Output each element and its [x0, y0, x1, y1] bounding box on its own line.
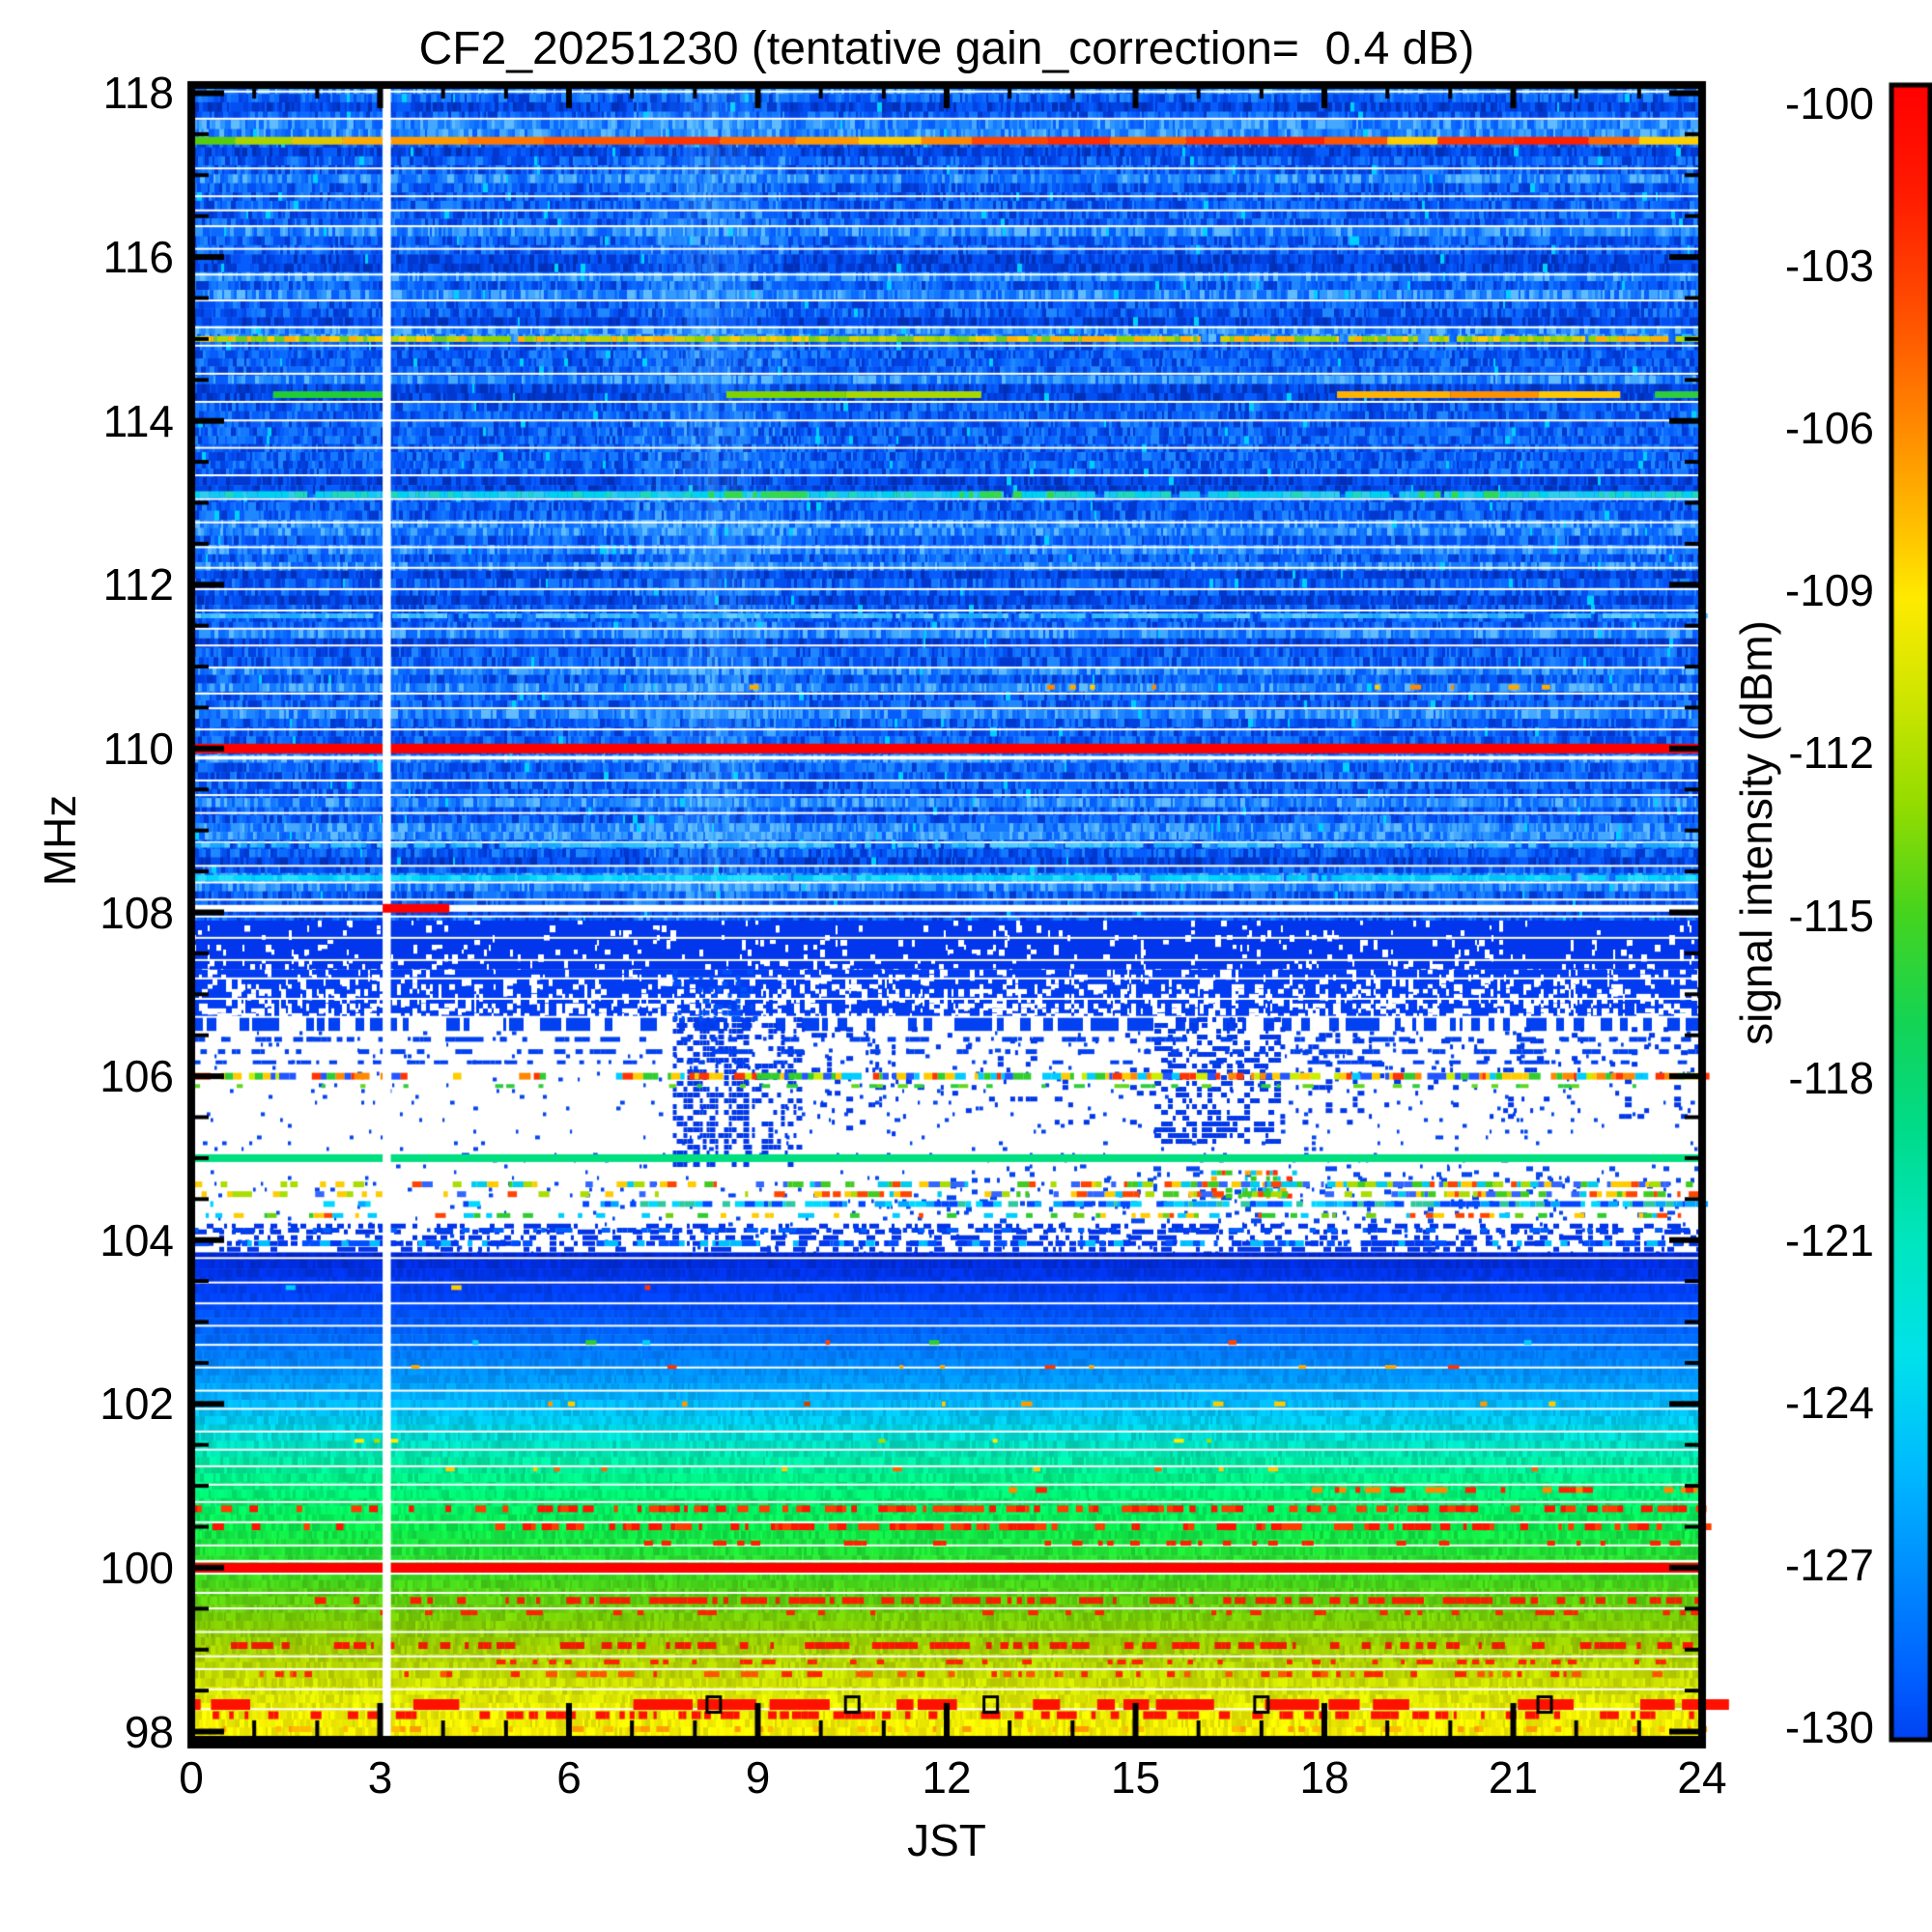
x-tick-label: 15 [1110, 1752, 1161, 1803]
colorbar-tick-label: -100 [1784, 78, 1874, 128]
y-tick-label: 110 [102, 723, 174, 774]
x-tick-label: 9 [745, 1752, 771, 1803]
colorbar-tick-label: -106 [1784, 403, 1874, 454]
colorbar-tick-label: -112 [1788, 727, 1874, 779]
x-tick-label: 24 [1677, 1752, 1727, 1803]
colorbar-tick-label: -118 [1788, 1052, 1874, 1103]
y-tick-label: 116 [102, 232, 174, 283]
x-tick-label: 12 [922, 1752, 972, 1803]
y-axis-label: MHz [35, 794, 85, 887]
x-tick-label: 6 [556, 1752, 582, 1803]
x-tick-label: 18 [1299, 1752, 1350, 1803]
colorbar-tick-label: -130 [1784, 1702, 1874, 1752]
colorbar-tick-label: -124 [1784, 1377, 1874, 1428]
colorbar-label: signal intensity (dBm) [1731, 620, 1781, 1045]
y-tick-label: 118 [102, 68, 174, 119]
y-tick-label: 106 [99, 1051, 174, 1102]
y-tick-label: 108 [99, 887, 174, 938]
y-tick-label: 114 [102, 395, 174, 446]
chart-title: CF2_20251230 (tentative gain_correction=… [418, 23, 1475, 74]
colorbar-tick-label: -127 [1784, 1539, 1874, 1590]
colorbar-tick-label: -121 [1784, 1214, 1874, 1265]
y-tick-label: 98 [124, 1706, 174, 1757]
x-tick-label: 3 [367, 1752, 393, 1803]
y-tick-label: 104 [99, 1214, 174, 1265]
x-axis-label: JST [907, 1815, 986, 1865]
y-tick-label: 100 [99, 1542, 174, 1593]
y-tick-label: 112 [102, 559, 174, 611]
colorbar-tick-label: -115 [1788, 890, 1874, 941]
x-tick-label: 21 [1488, 1752, 1539, 1803]
x-tick-label: 0 [179, 1752, 204, 1803]
colorbar-tick-label: -103 [1784, 241, 1874, 292]
y-tick-label: 102 [99, 1378, 174, 1430]
colorbar-tick-label: -109 [1784, 565, 1874, 616]
